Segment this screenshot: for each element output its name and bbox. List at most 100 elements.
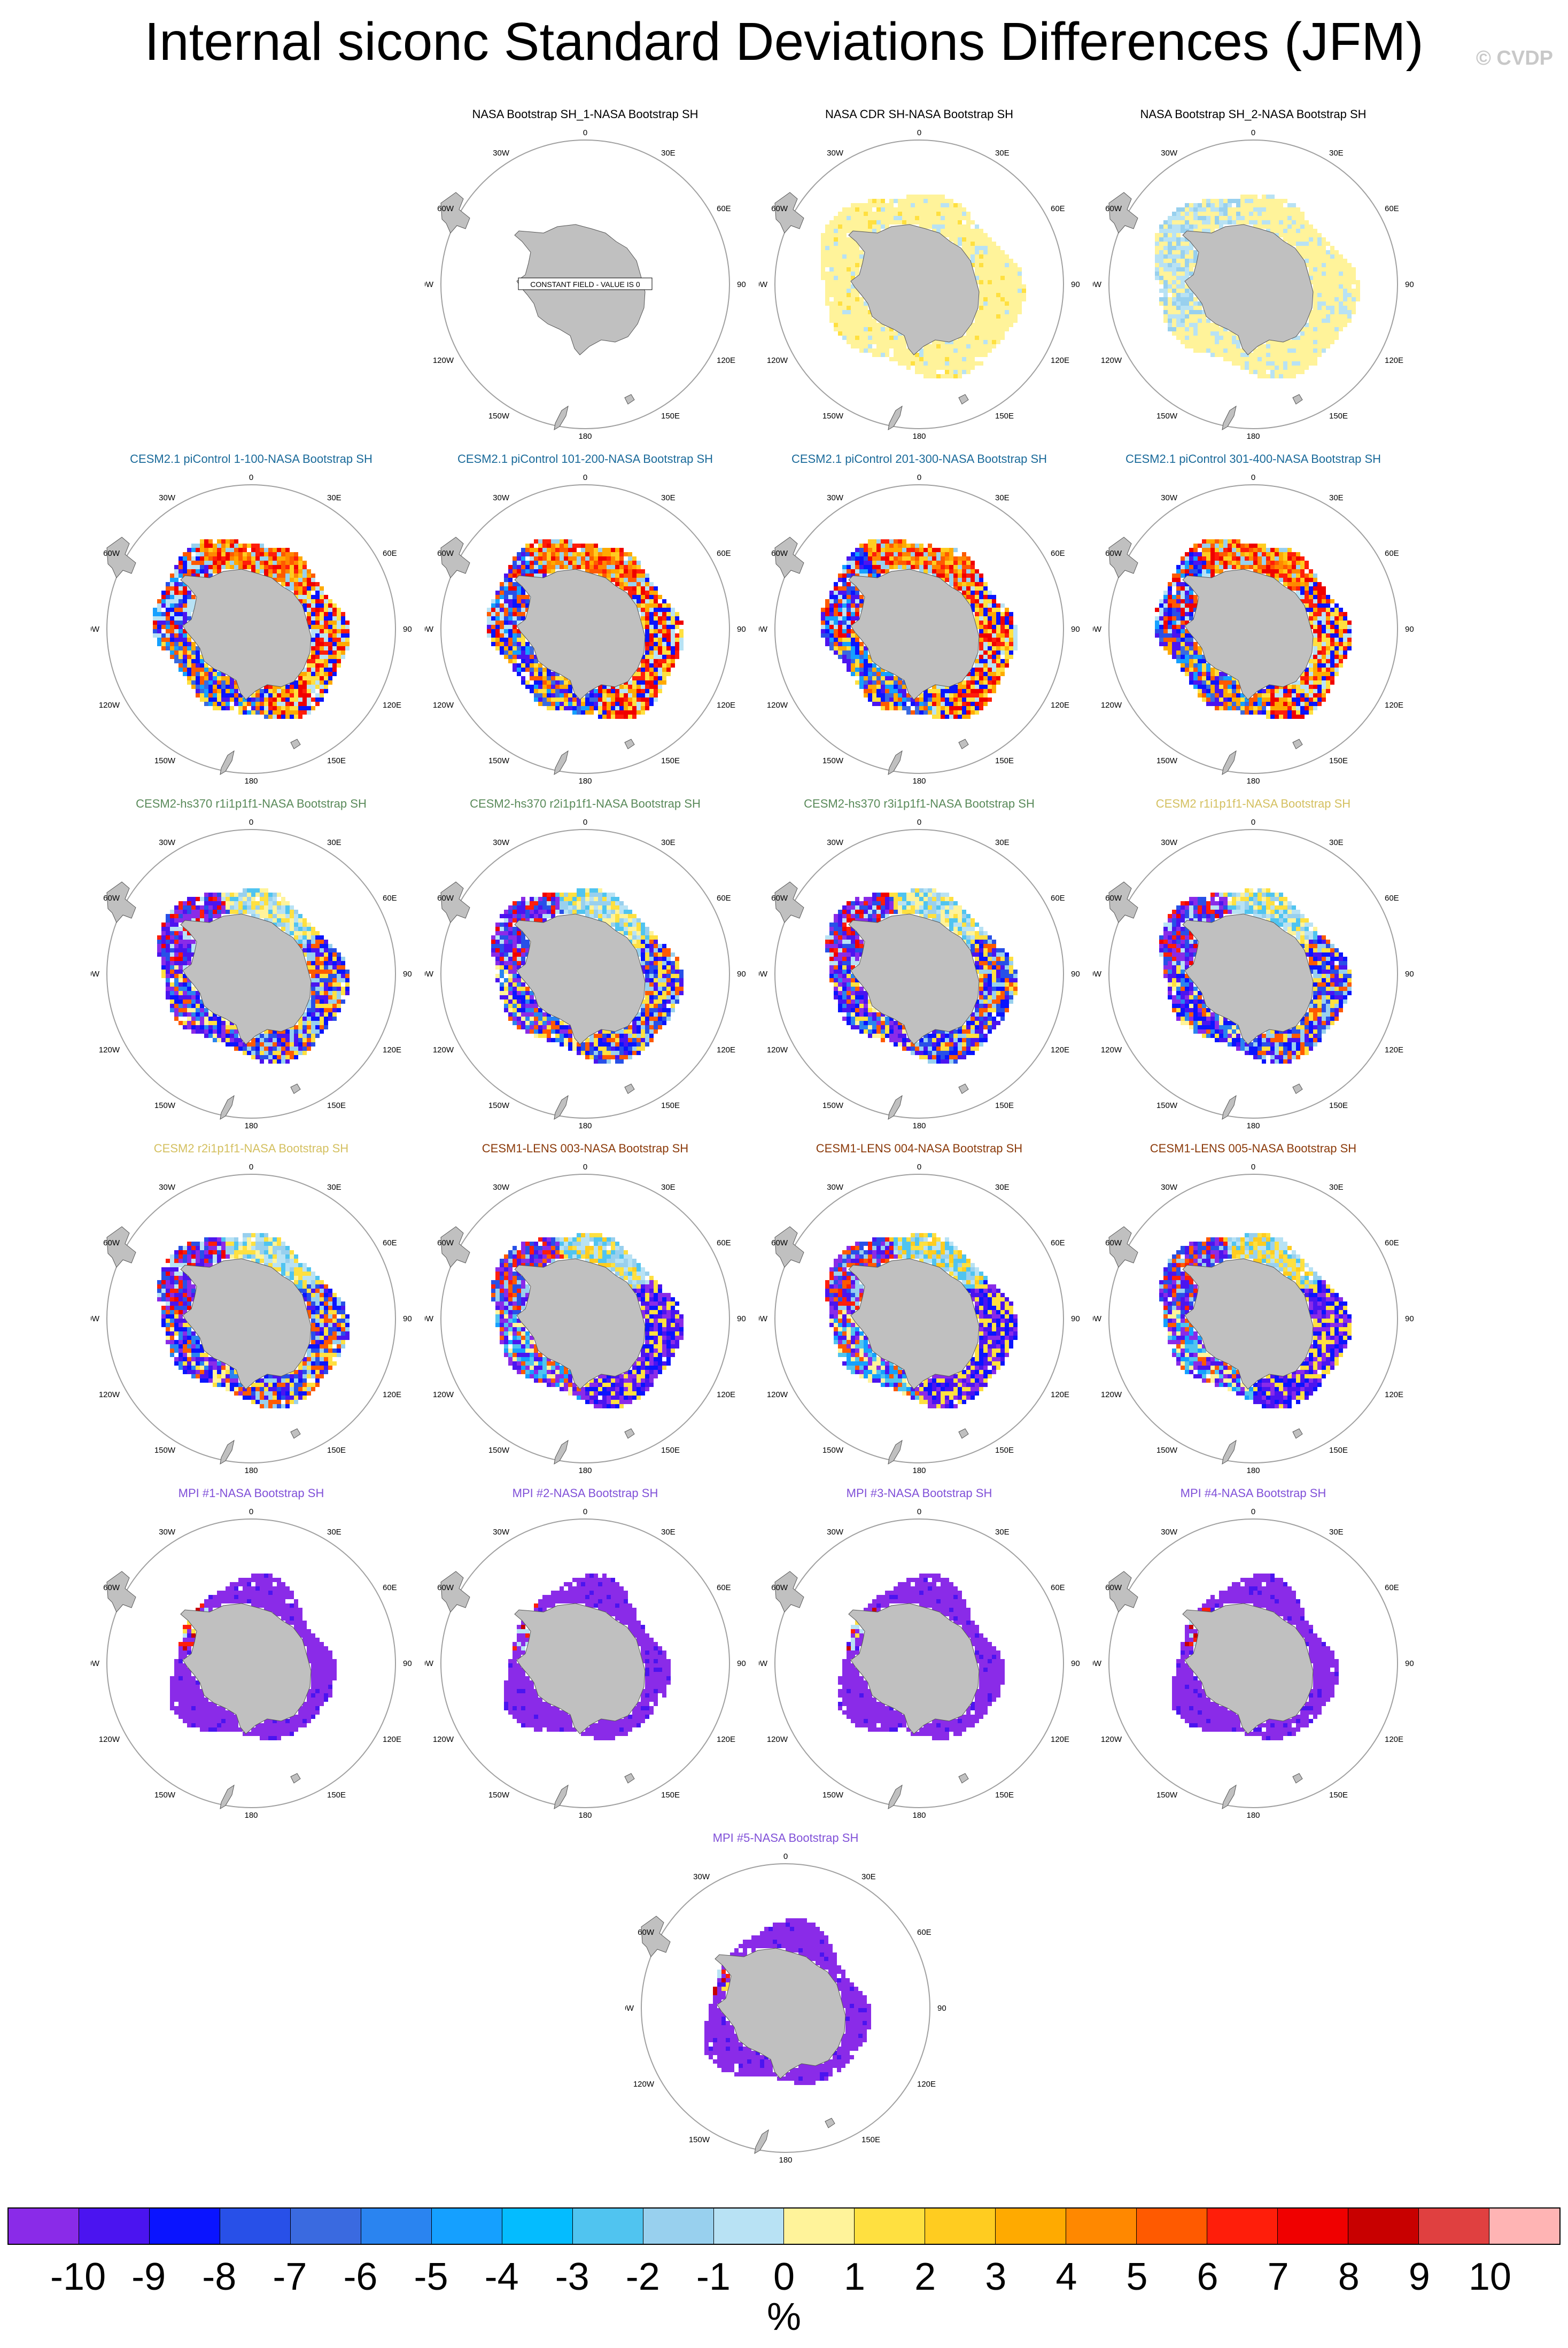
field-cell bbox=[889, 220, 894, 224]
field-cell bbox=[654, 646, 658, 650]
field-cell bbox=[525, 650, 530, 655]
field-cell bbox=[1181, 659, 1185, 663]
field-cell bbox=[551, 693, 555, 698]
field-cell bbox=[307, 680, 311, 685]
field-cell bbox=[281, 582, 285, 586]
field-cell bbox=[208, 676, 213, 680]
field-cell bbox=[632, 599, 636, 603]
field-cell bbox=[1279, 357, 1283, 361]
field-cell bbox=[615, 685, 619, 689]
field-cell bbox=[1000, 289, 1005, 293]
field-cell bbox=[217, 706, 221, 710]
field-cell bbox=[311, 663, 315, 668]
field-cell bbox=[1330, 327, 1334, 331]
field-cell bbox=[1292, 216, 1296, 220]
field-cell bbox=[825, 608, 829, 612]
field-cell bbox=[530, 548, 534, 552]
field-cell bbox=[1172, 331, 1176, 336]
field-cell bbox=[1009, 629, 1013, 633]
field-cell bbox=[302, 591, 307, 595]
field-cell bbox=[560, 698, 564, 702]
field-cell bbox=[894, 706, 898, 710]
field-cell bbox=[996, 625, 1000, 629]
field-cell bbox=[966, 212, 971, 216]
field-cell bbox=[983, 272, 988, 276]
field-cell bbox=[632, 574, 636, 578]
field-cell bbox=[1339, 612, 1343, 616]
field-cell bbox=[547, 685, 551, 689]
field-cell bbox=[1018, 267, 1022, 272]
field-cell bbox=[191, 642, 196, 646]
field-cell bbox=[311, 574, 315, 578]
field-cell bbox=[636, 710, 641, 715]
field-cell bbox=[645, 672, 649, 676]
field-cell bbox=[290, 685, 294, 689]
field-cell bbox=[979, 331, 983, 336]
field-cell bbox=[324, 633, 328, 638]
field-cell bbox=[1013, 272, 1018, 276]
field-cell bbox=[191, 608, 196, 612]
field-cell bbox=[988, 625, 992, 629]
field-cell bbox=[1210, 544, 1215, 548]
field-cell bbox=[1309, 578, 1313, 582]
field-cell bbox=[1163, 229, 1168, 233]
longitude-label: 30E bbox=[661, 493, 676, 502]
field-cell bbox=[1181, 212, 1185, 216]
field-cell bbox=[1275, 348, 1279, 353]
field-cell bbox=[178, 646, 183, 650]
field-cell bbox=[1009, 625, 1013, 629]
field-cell bbox=[864, 301, 868, 306]
field-cell bbox=[294, 574, 298, 578]
field-cell bbox=[1300, 331, 1305, 336]
field-cell bbox=[919, 207, 923, 212]
field-cell bbox=[941, 366, 945, 370]
field-cell bbox=[851, 582, 855, 586]
field-cell bbox=[277, 565, 281, 569]
field-cell bbox=[1202, 331, 1206, 336]
field-cell bbox=[864, 344, 868, 348]
field-cell bbox=[332, 625, 337, 629]
field-cell bbox=[872, 199, 876, 203]
field-cell bbox=[662, 603, 666, 608]
field-cell bbox=[919, 698, 923, 702]
field-cell bbox=[1185, 327, 1189, 331]
field-cell bbox=[1198, 552, 1202, 556]
field-cell bbox=[966, 331, 971, 336]
longitude-label: 120W bbox=[433, 356, 454, 365]
field-cell bbox=[213, 561, 217, 565]
field-cell bbox=[1176, 565, 1181, 569]
field-cell bbox=[876, 668, 881, 672]
field-cell bbox=[992, 672, 996, 676]
field-cell bbox=[855, 327, 859, 331]
field-cell bbox=[859, 565, 864, 569]
field-cell bbox=[864, 689, 868, 693]
field-cell bbox=[1018, 301, 1022, 306]
field-cell bbox=[885, 556, 889, 561]
field-cell bbox=[979, 254, 983, 259]
field-cell bbox=[491, 603, 495, 608]
field-cell bbox=[859, 655, 864, 659]
field-cell bbox=[906, 207, 911, 212]
field-cell bbox=[1168, 599, 1172, 603]
field-cell bbox=[624, 574, 628, 578]
field-cell bbox=[311, 680, 315, 685]
field-cell bbox=[1232, 357, 1236, 361]
field-cell bbox=[260, 693, 264, 698]
field-cell bbox=[264, 565, 268, 569]
field-cell bbox=[594, 702, 598, 706]
field-cell bbox=[923, 220, 928, 224]
field-cell bbox=[504, 621, 508, 625]
field-cell bbox=[1206, 672, 1210, 676]
field-cell bbox=[983, 293, 988, 297]
field-cell bbox=[1253, 556, 1257, 561]
field-cell bbox=[1163, 616, 1168, 621]
field-cell bbox=[1193, 331, 1198, 336]
field-cell bbox=[645, 599, 649, 603]
field-cell bbox=[1005, 629, 1009, 633]
field-cell bbox=[1232, 344, 1236, 348]
field-cell bbox=[491, 633, 495, 638]
field-cell bbox=[1000, 306, 1005, 310]
field-cell bbox=[988, 336, 992, 340]
field-cell bbox=[568, 539, 572, 544]
field-cell bbox=[1283, 370, 1287, 374]
